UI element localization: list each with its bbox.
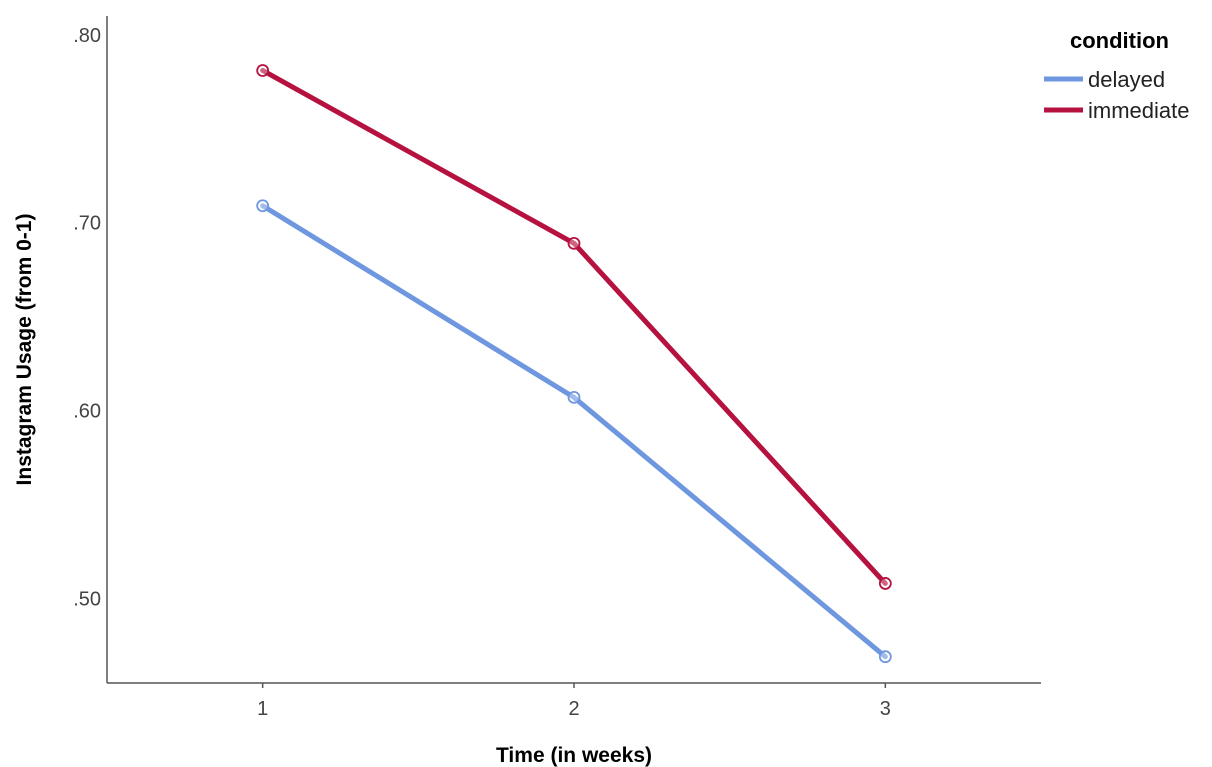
legend-title: condition [1070, 28, 1169, 53]
x-tick-label: 3 [880, 698, 891, 720]
x-tick-label: 1 [257, 698, 268, 720]
legend: condition delayed immediate [1044, 28, 1189, 123]
series-layer [256, 64, 892, 664]
series-line-immediate [260, 67, 888, 586]
series-delayed [256, 199, 892, 664]
data-point-delayed [256, 199, 270, 213]
series-line-delayed [260, 203, 888, 660]
data-point-immediate [256, 64, 270, 77]
data-point-delayed [567, 391, 581, 404]
y-tick-label: .60 [73, 401, 101, 423]
x-ticks: 1 2 3 [257, 683, 891, 720]
y-ticks: .50 .60 .70 .80 [73, 25, 101, 611]
axes [106, 16, 1041, 684]
series-immediate [256, 64, 892, 590]
data-point-immediate [567, 236, 581, 250]
x-tick-label: 2 [568, 698, 579, 720]
y-tick-label: .70 [73, 213, 101, 235]
y-tick-label: .50 [73, 588, 101, 610]
x-axis-title: Time (in weeks) [496, 744, 652, 767]
data-point-immediate [878, 577, 892, 590]
y-axis-title: Instagram Usage (from 0-1) [13, 214, 36, 486]
data-point-delayed [878, 650, 892, 664]
legend-label-delayed: delayed [1088, 67, 1165, 92]
y-tick-label: .80 [73, 25, 101, 47]
legend-label-immediate: immediate [1088, 98, 1189, 123]
